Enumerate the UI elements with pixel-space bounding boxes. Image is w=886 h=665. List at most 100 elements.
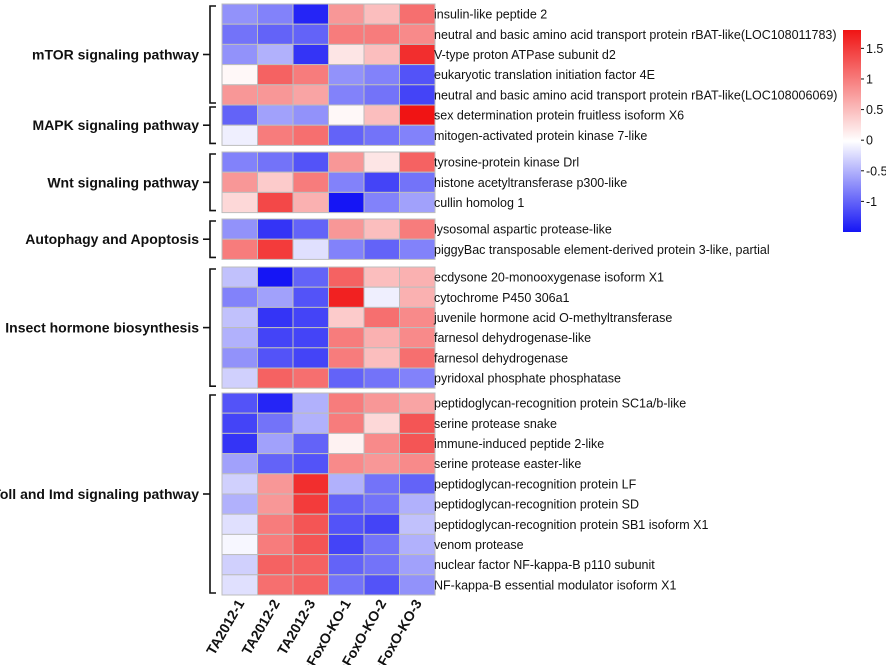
group-labels: mTOR signaling pathway MAPK signaling pat… bbox=[0, 47, 199, 503]
group-label: Toll and Imd signaling pathway bbox=[0, 486, 199, 502]
heatmap-cell bbox=[363, 453, 400, 475]
heatmap-cell bbox=[328, 574, 365, 596]
heatmap-cell bbox=[363, 367, 400, 389]
heatmap-cell bbox=[257, 327, 294, 349]
heatmap-cell bbox=[399, 64, 436, 86]
heatmap-cell bbox=[221, 347, 258, 369]
heatmap-cell bbox=[292, 473, 329, 495]
heatmap-cell bbox=[221, 23, 258, 45]
heatmap-cell bbox=[363, 554, 400, 576]
heatmap-cell bbox=[292, 218, 329, 240]
heatmap-cell bbox=[221, 238, 258, 260]
heatmap-cell bbox=[363, 473, 400, 495]
gene-label: farnesol dehydrogenase bbox=[434, 351, 568, 365]
heatmap-cell bbox=[292, 453, 329, 475]
colorbar-tick-label: -0.5 bbox=[866, 164, 886, 178]
heatmap-cell bbox=[257, 286, 294, 308]
heatmap-cell bbox=[399, 432, 436, 455]
heatmap-cell bbox=[221, 191, 258, 214]
heatmap-cell bbox=[399, 286, 436, 308]
heatmap-cell bbox=[399, 392, 436, 414]
heatmap-cell bbox=[363, 171, 400, 193]
heatmap-cell bbox=[328, 191, 365, 214]
gene-label: peptidoglycan-recognition protein SC1a/b… bbox=[434, 397, 686, 411]
heatmap-cell bbox=[399, 533, 436, 556]
gene-label: peptidoglycan-recognition protein LF bbox=[434, 477, 637, 491]
heatmap-cell bbox=[257, 432, 294, 455]
heatmap-cell bbox=[363, 104, 400, 126]
gene-label: lysosomal aspartic protease-like bbox=[434, 223, 612, 237]
heatmap-cell bbox=[363, 513, 400, 535]
gene-label: sex determination protein fruitless isof… bbox=[434, 109, 684, 123]
heatmap-cell bbox=[363, 493, 400, 515]
heatmap-cell bbox=[257, 266, 294, 288]
heatmap-cell bbox=[221, 493, 258, 515]
heatmap-cell bbox=[399, 513, 436, 535]
heatmap-cell bbox=[257, 3, 294, 25]
heatmap-cell bbox=[399, 218, 436, 240]
heatmap-cell bbox=[363, 266, 400, 288]
heatmap-cell bbox=[221, 306, 258, 329]
group-label: Insect hormone biosynthesis bbox=[5, 320, 199, 336]
heatmap-cell bbox=[399, 493, 436, 515]
heatmap-cell bbox=[292, 493, 329, 515]
gene-label: serine protease easter-like bbox=[434, 457, 581, 471]
heatmap-cell bbox=[363, 64, 400, 86]
gene-label: mitogen-activated protein kinase 7-like bbox=[434, 129, 647, 143]
group-label: Wnt signaling pathway bbox=[47, 174, 199, 190]
gene-label: neutral and basic amino acid transport p… bbox=[434, 88, 837, 102]
heatmap-cell bbox=[221, 266, 258, 288]
heatmap-cell bbox=[257, 23, 294, 45]
heatmap-cell bbox=[292, 392, 329, 414]
heatmap-cell bbox=[221, 533, 258, 556]
gene-label: cytochrome P450 306a1 bbox=[434, 291, 570, 305]
heatmap-cell bbox=[221, 151, 258, 173]
heatmap-cell bbox=[399, 238, 436, 260]
gene-label: NF-kappa-B essential modulator isoform X… bbox=[434, 578, 677, 592]
heatmap-cell bbox=[328, 171, 365, 193]
heatmap-cell bbox=[292, 432, 329, 455]
heatmap-cell bbox=[221, 171, 258, 193]
row-labels: insulin-like peptide 2 neutral and basic … bbox=[433, 8, 837, 593]
heatmap-cell bbox=[399, 191, 436, 214]
gene-label: V-type proton ATPase subunit d2 bbox=[434, 48, 616, 62]
heatmap-cell bbox=[328, 327, 365, 349]
heatmap-cell bbox=[399, 347, 436, 369]
heatmap-cell bbox=[328, 43, 365, 66]
heatmap-cell bbox=[292, 238, 329, 260]
heatmap-cell bbox=[221, 367, 258, 389]
heatmap-cell bbox=[363, 218, 400, 240]
heatmap-cell bbox=[328, 453, 365, 475]
gene-label: insulin-like peptide 2 bbox=[434, 8, 547, 22]
heatmap-cell bbox=[221, 513, 258, 535]
heatmap-cell bbox=[328, 392, 365, 414]
heatmap-cell bbox=[328, 23, 365, 45]
gene-label: farnesol dehydrogenase-like bbox=[434, 331, 591, 345]
heatmap-cell bbox=[363, 306, 400, 329]
heatmap-cell bbox=[399, 574, 436, 596]
group-label: MAPK signaling pathway bbox=[33, 117, 200, 133]
group-bracket bbox=[209, 106, 216, 145]
heatmap-cell bbox=[292, 327, 329, 349]
heatmap-cell bbox=[257, 367, 294, 389]
gene-label: piggyBac transposable element-derived pr… bbox=[434, 243, 770, 257]
heatmap-cell bbox=[221, 286, 258, 308]
heatmap-cell bbox=[292, 306, 329, 329]
heatmap-cell bbox=[399, 151, 436, 173]
heatmap-cell bbox=[257, 574, 294, 596]
heatmap-cell bbox=[328, 347, 365, 369]
heatmap-cell bbox=[399, 266, 436, 288]
heatmap-cell bbox=[328, 84, 365, 106]
heatmap-cell bbox=[257, 238, 294, 260]
heatmap-cell bbox=[328, 124, 365, 146]
heatmap-cell bbox=[363, 412, 400, 434]
heatmap-cell bbox=[399, 3, 436, 25]
heatmap-cell bbox=[257, 84, 294, 106]
heatmap-cell bbox=[221, 3, 258, 25]
group-bracket bbox=[209, 153, 216, 212]
heatmap-cell bbox=[257, 473, 294, 495]
heatmap-cell bbox=[257, 453, 294, 475]
heatmap-cell bbox=[257, 493, 294, 515]
heatmap-cell bbox=[399, 23, 436, 45]
heatmap-cell bbox=[328, 104, 365, 126]
